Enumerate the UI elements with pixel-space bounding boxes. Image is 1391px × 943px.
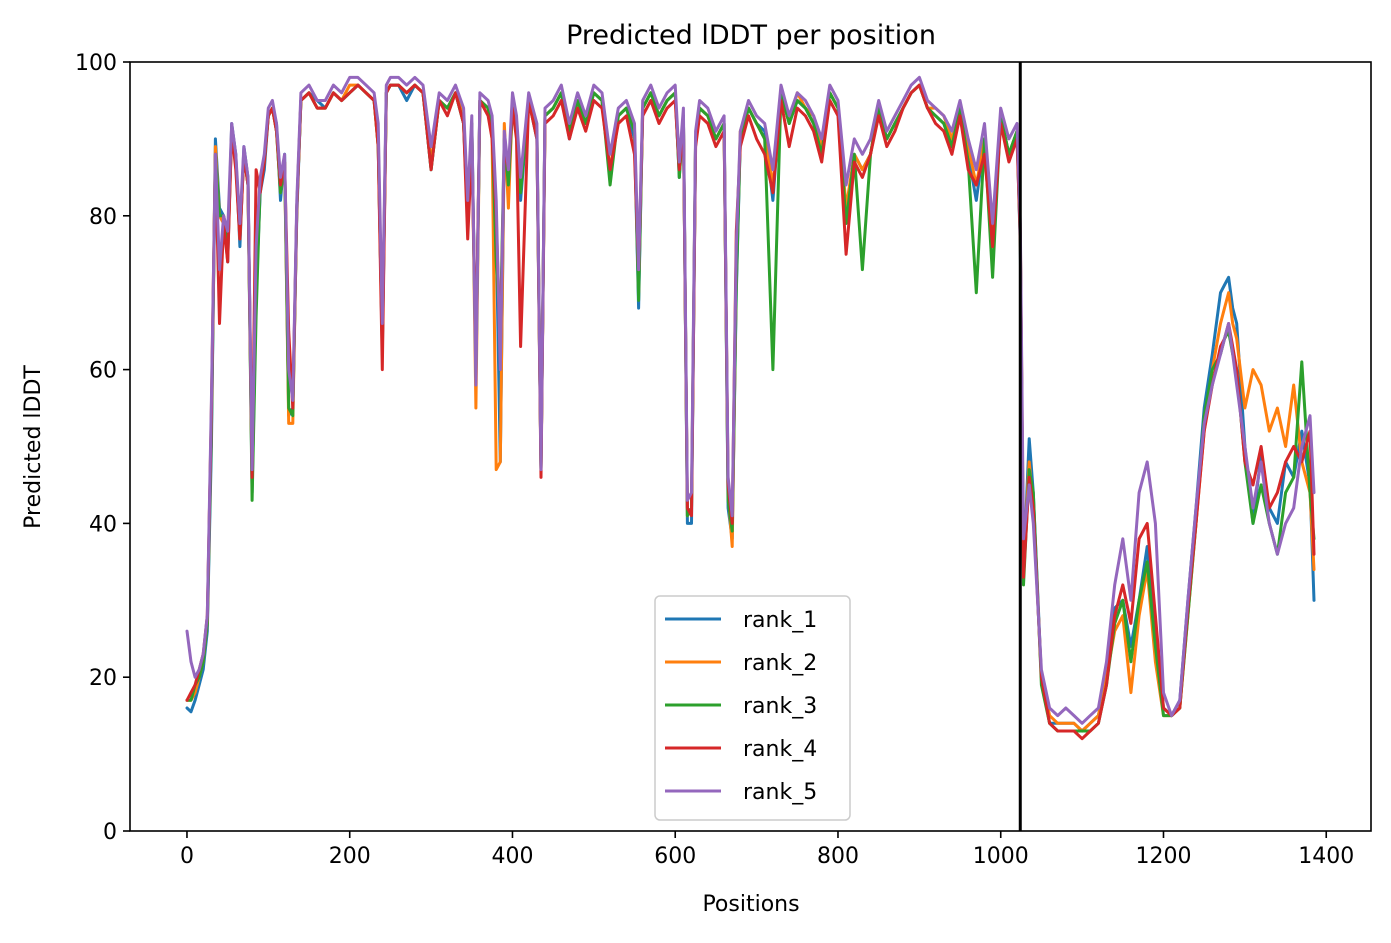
- chart-title: Predicted lDDT per position: [566, 20, 936, 51]
- series-group: [185, 75, 1316, 741]
- legend-label-rank_4: rank_4: [743, 737, 817, 762]
- legend-label-rank_3: rank_3: [743, 694, 817, 719]
- y-axis-label: Predicted lDDT: [21, 365, 46, 529]
- x-axis: 0 200 400 600 800 1000 1200 1400: [180, 831, 1354, 869]
- y-tick-label: 0: [103, 820, 117, 845]
- legend-label-rank_2: rank_2: [743, 651, 817, 676]
- x-tick-label: 1000: [973, 844, 1029, 869]
- legend-label-rank_5: rank_5: [743, 780, 817, 805]
- legend-box: [654, 595, 851, 821]
- y-axis: 0 20 40 60 80 100: [75, 51, 130, 845]
- x-tick-label: 400: [491, 844, 533, 869]
- plot-frame: [129, 61, 1372, 832]
- x-tick-label: 1400: [1298, 844, 1354, 869]
- x-axis-label: Positions: [702, 892, 799, 917]
- series-line-rank_5: [185, 75, 1316, 725]
- legend-label-rank_1: rank_1: [743, 608, 817, 633]
- y-tick-label: 40: [89, 512, 117, 537]
- x-tick-label: 800: [817, 844, 859, 869]
- x-tick-label: 200: [329, 844, 371, 869]
- y-tick-label: 80: [89, 205, 117, 230]
- y-tick-label: 60: [89, 359, 117, 384]
- x-tick-label: 1200: [1135, 844, 1191, 869]
- y-tick-label: 100: [75, 51, 117, 76]
- y-tick-label: 20: [89, 666, 117, 691]
- x-tick-label: 0: [180, 844, 194, 869]
- legend: rank_1 rank_2 rank_3 rank_4 rank_5: [654, 595, 851, 821]
- x-tick-label: 600: [654, 844, 696, 869]
- plot-area: [129, 61, 1372, 832]
